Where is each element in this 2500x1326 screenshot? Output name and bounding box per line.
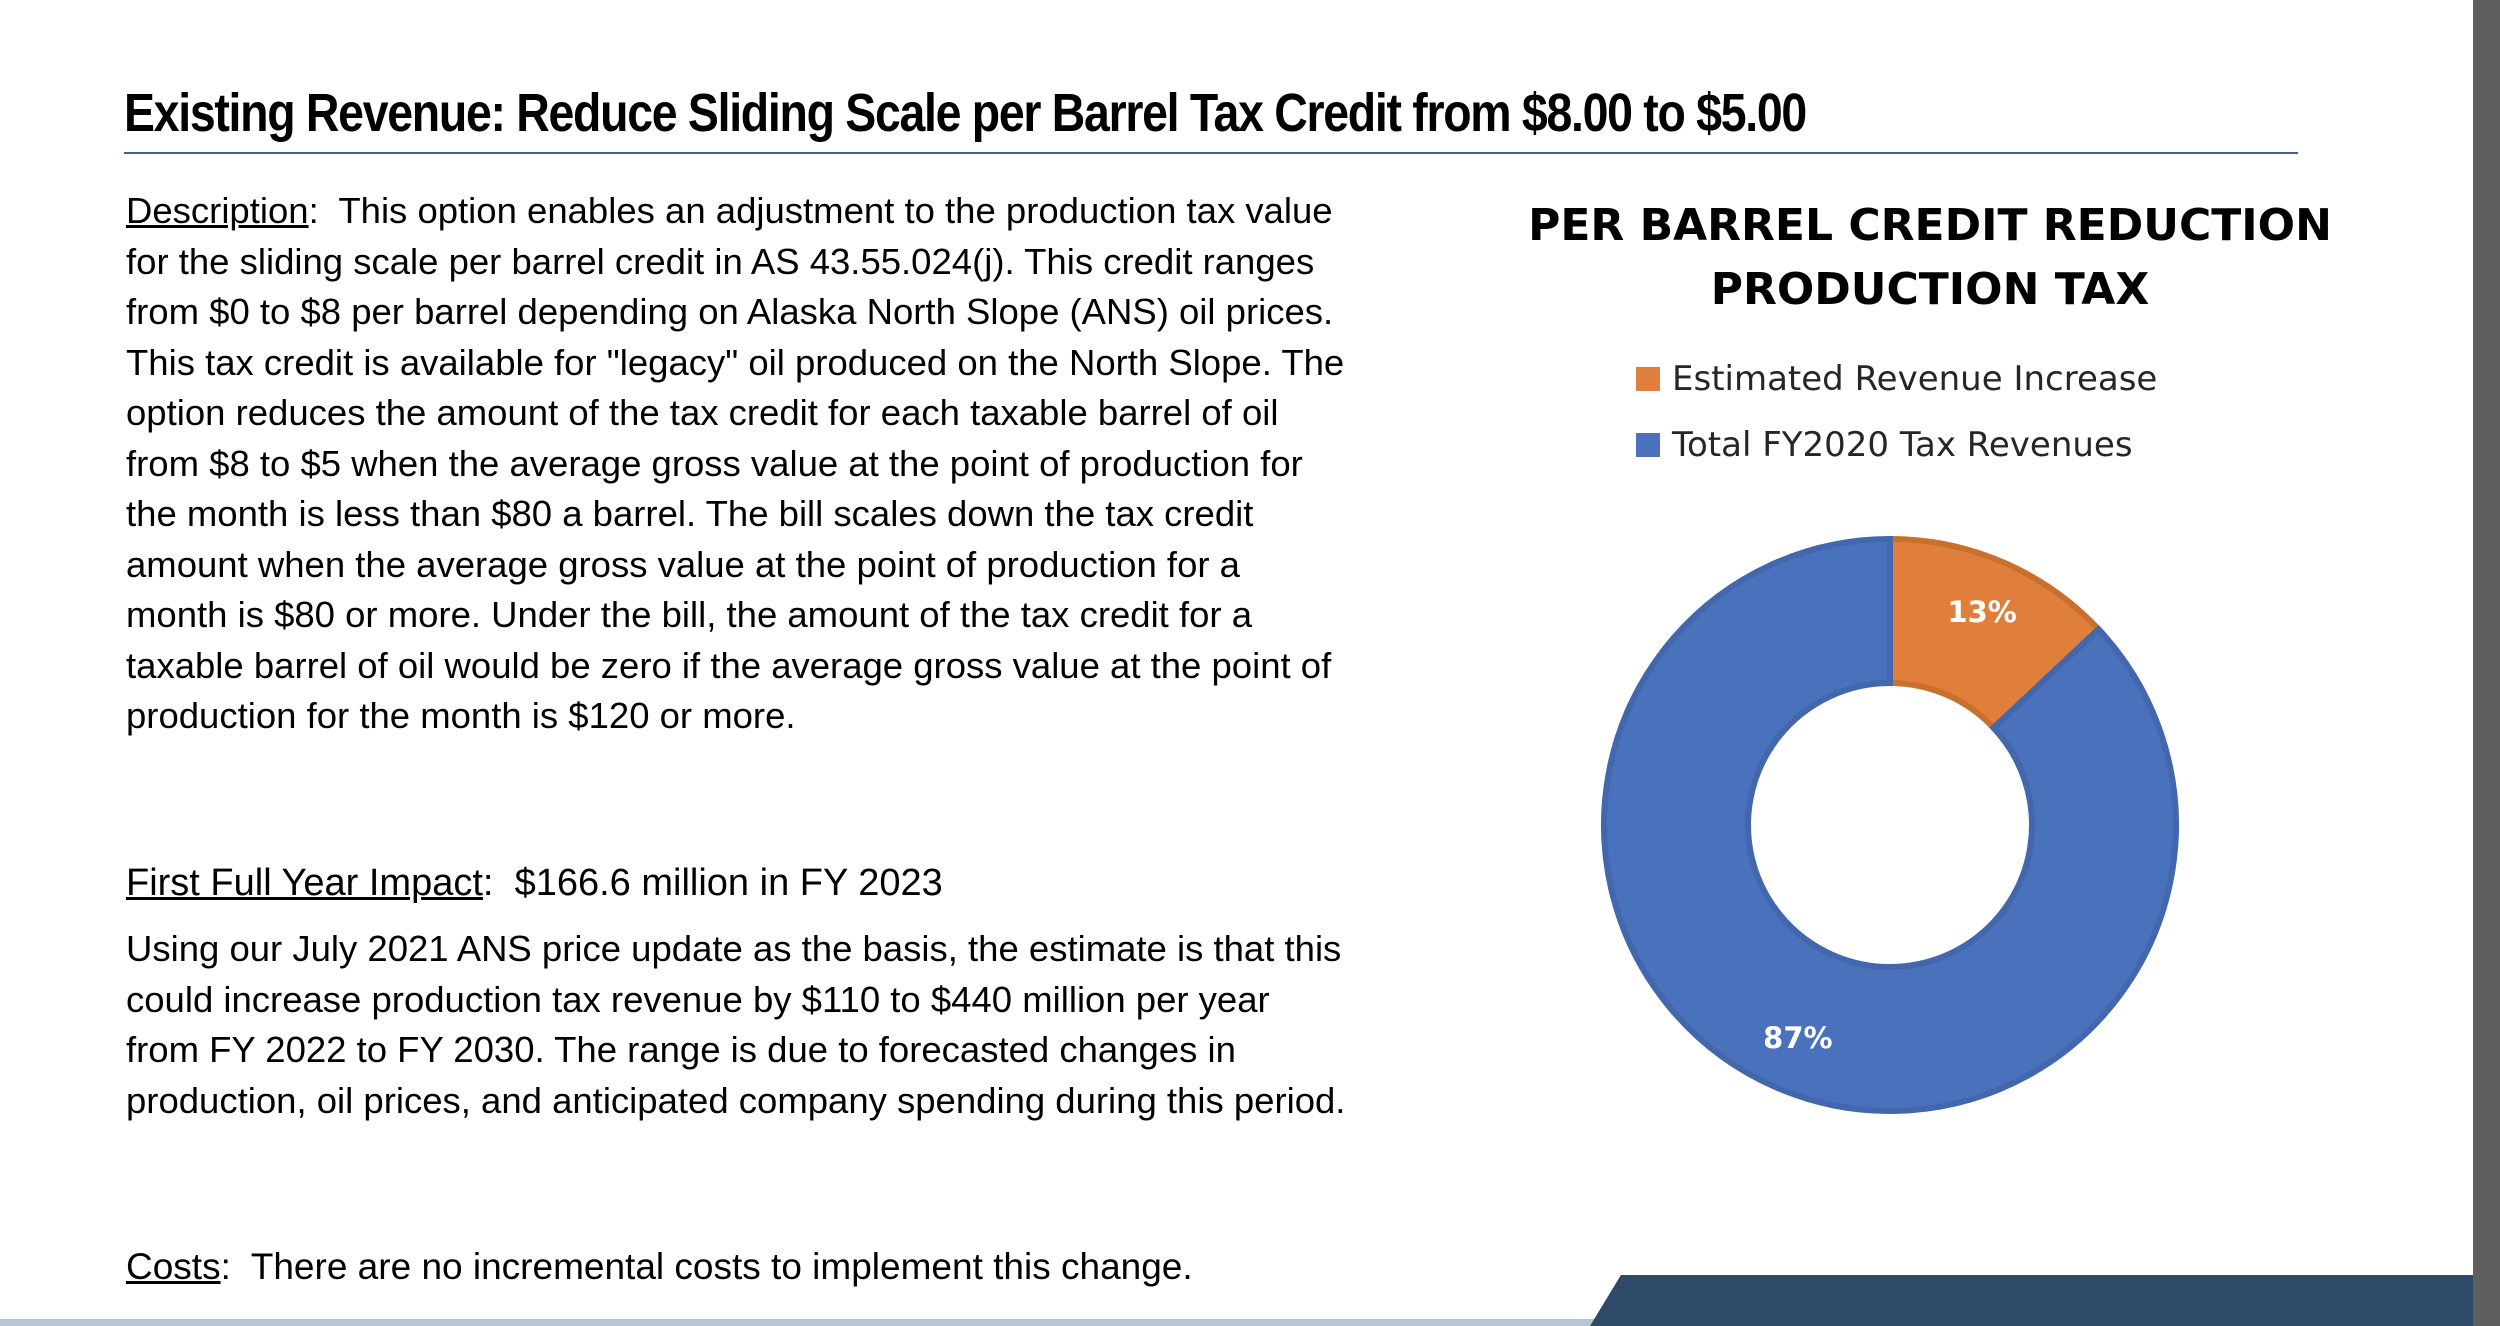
description-label: Description — [126, 190, 309, 231]
page-title: Existing Revenue: Reduce Sliding Scale p… — [124, 83, 1807, 143]
costs-label: Costs — [126, 1246, 221, 1287]
chart-legend: Estimated Revenue Increase Total FY2020 … — [1636, 346, 2157, 478]
description-text: This option enables an adjustment to the… — [126, 190, 1345, 736]
slide-bottom-border — [0, 1319, 2473, 1326]
slice-total-fy2020-tax-revenues — [1601, 535, 2179, 1114]
legend-item-increase: Estimated Revenue Increase — [1636, 346, 2157, 412]
impact-label: First Full Year Impact — [126, 862, 483, 904]
legend-label-increase: Estimated Revenue Increase — [1672, 359, 2158, 399]
legend-swatch-total — [1636, 433, 1660, 457]
chart-title-line2: PRODUCTION TAX — [1710, 264, 2150, 315]
donut-chart: 13% 87% — [1601, 535, 2179, 1114]
window-edge — [2473, 0, 2500, 1326]
footer-decoration — [1590, 1275, 2473, 1326]
data-label-increase: 13% — [1947, 595, 2016, 629]
impact-paragraph: Using our July 2021 ANS price update as … — [126, 928, 1346, 1121]
impact-value: $166.6 million in FY 2023 — [514, 862, 943, 904]
impact-heading: First Full Year Impact: $166.6 million i… — [126, 862, 943, 904]
data-label-total: 87% — [1763, 1021, 1832, 1055]
chart-title: PER BARREL CREDIT REDUCTION PRODUCTION T… — [1480, 194, 2380, 322]
legend-label-total: Total FY2020 Tax Revenues — [1672, 425, 2133, 465]
costs-line: Costs: There are no incremental costs to… — [126, 1246, 1193, 1287]
chart-title-line1: PER BARREL CREDIT REDUCTION — [1528, 200, 2332, 251]
slice-estimated-revenue-increase — [1887, 535, 2103, 733]
description-paragraph: Description: This option enables an adju… — [126, 190, 1345, 736]
title-divider — [124, 152, 2298, 154]
costs-text: There are no incremental costs to implem… — [250, 1246, 1193, 1287]
legend-item-total: Total FY2020 Tax Revenues — [1636, 412, 2157, 478]
legend-swatch-increase — [1636, 367, 1660, 391]
